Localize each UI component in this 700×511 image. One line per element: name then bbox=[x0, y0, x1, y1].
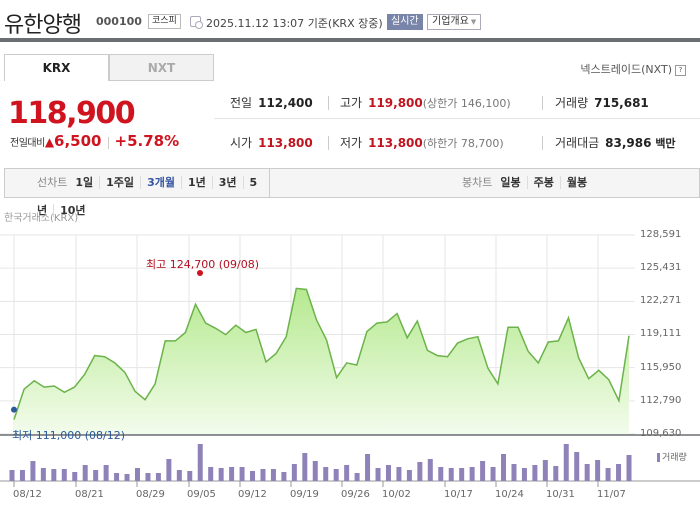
timestamp: 2025.11.12 13:07 기준(KRX 장중) bbox=[206, 17, 383, 30]
candle-chart-label: 봉차트 bbox=[462, 176, 493, 189]
price-chart-canvas bbox=[0, 234, 700, 487]
x-tick: 08/21 bbox=[75, 489, 104, 500]
x-tick: 08/29 bbox=[136, 489, 165, 500]
tab-krx[interactable]: KRX bbox=[4, 54, 109, 81]
period-1y[interactable]: 1년 bbox=[180, 176, 212, 189]
stock-name: 유한양행 bbox=[4, 13, 82, 38]
line-chart-label: 선차트 bbox=[37, 176, 68, 189]
up-arrow-icon: ▲ bbox=[44, 135, 55, 149]
stock-code: 000100 bbox=[96, 15, 142, 28]
help-icon[interactable]: ? bbox=[675, 64, 686, 76]
x-tick: 10/17 bbox=[444, 489, 473, 500]
chart-period-bar: 선차트 1일 1주일 3개월 1년 3년 5년 10년 봉차트 일봉 주봉 월봉 bbox=[4, 168, 700, 217]
low-annotation: 최저 111,000 (08/12) bbox=[12, 429, 126, 442]
price-change: 전일대비▲6,500 +5.78% bbox=[10, 132, 179, 150]
realtime-badge[interactable]: 실시간 bbox=[387, 14, 423, 30]
y-tick: 128,591 bbox=[640, 229, 682, 240]
exchange-tabs: KRX NXT bbox=[4, 54, 214, 81]
market-badge: 코스피 bbox=[148, 14, 181, 29]
period-10y[interactable]: 10년 bbox=[53, 204, 92, 217]
x-tick: 10/31 bbox=[546, 489, 575, 500]
stats-table: 전일 112,400 고가 119,800(상한가 146,100) 거래량 715,… bbox=[214, 88, 700, 158]
period-3y[interactable]: 3년 bbox=[211, 176, 243, 189]
candle-weekly[interactable]: 주봉 bbox=[526, 176, 560, 189]
stat-prev-close: 전일 112,400 bbox=[230, 96, 313, 110]
x-tick: 08/12 bbox=[13, 489, 42, 500]
change-value: 6,500 bbox=[54, 132, 102, 150]
y-tick: 115,950 bbox=[640, 362, 682, 373]
x-tick: 09/19 bbox=[290, 489, 319, 500]
x-tick: 09/12 bbox=[238, 489, 267, 500]
candle-monthly[interactable]: 월봉 bbox=[559, 176, 594, 189]
x-tick: 10/24 bbox=[495, 489, 524, 500]
volume-legend: 거래량 bbox=[657, 450, 687, 463]
stat-open: 시가 113,800 bbox=[230, 136, 313, 150]
x-tick: 09/05 bbox=[187, 489, 216, 500]
clock-icon bbox=[190, 16, 203, 29]
y-tick: 122,271 bbox=[640, 295, 682, 306]
chevron-down-icon: ▼ bbox=[470, 18, 477, 26]
y-tick: 109,630 bbox=[640, 428, 682, 439]
period-1d[interactable]: 1일 bbox=[75, 176, 94, 189]
chart-source-label: 한국거래소(KRX) bbox=[4, 213, 79, 224]
period-1w[interactable]: 1주일 bbox=[99, 176, 141, 189]
change-percent: +5.78% bbox=[114, 132, 180, 150]
current-price: 118,900 bbox=[8, 96, 136, 131]
stat-volume: 거래량 715,681 bbox=[555, 96, 649, 110]
tab-nxt[interactable]: NXT bbox=[109, 54, 214, 81]
x-tick: 10/02 bbox=[382, 489, 411, 500]
nxt-link[interactable]: 넥스트레이드(NXT)? bbox=[580, 61, 686, 77]
x-tick: 11/07 bbox=[597, 489, 626, 500]
candle-daily[interactable]: 일봉 bbox=[500, 176, 521, 189]
high-annotation: 최고 124,700 (09/08) bbox=[146, 258, 260, 271]
period-3m[interactable]: 3개월 bbox=[140, 176, 181, 189]
y-tick: 125,431 bbox=[640, 262, 682, 273]
y-tick: 119,111 bbox=[640, 328, 682, 339]
price-chart: 최고 124,700 (09/08) 최저 111,000 (08/12) 12… bbox=[0, 225, 700, 511]
company-overview-dropdown[interactable]: 기업개요 ▼ bbox=[427, 14, 482, 30]
change-label: 전일대비 bbox=[10, 138, 45, 149]
stat-low: 저가 113,800(하한가 78,700) bbox=[340, 136, 504, 150]
y-tick: 112,790 bbox=[640, 395, 682, 406]
period-5y[interactable]: 5년 bbox=[37, 176, 258, 217]
stat-high: 고가 119,800(상한가 146,100) bbox=[340, 96, 511, 110]
stock-header: 유한양행 000100 코스피 2025.11.12 13:07 기준(KRX … bbox=[0, 0, 700, 42]
stat-trade-value: 거래대금 83,986 백만 bbox=[555, 136, 676, 150]
x-tick: 09/26 bbox=[341, 489, 370, 500]
